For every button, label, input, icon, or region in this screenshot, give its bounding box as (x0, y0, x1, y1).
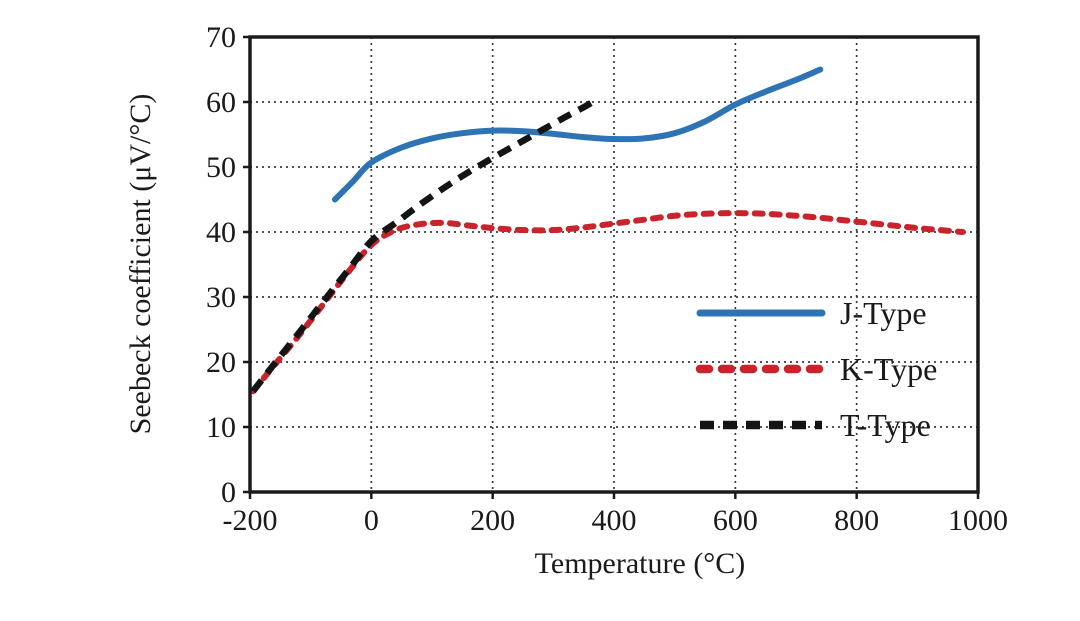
y-tick-label: 20 (206, 346, 236, 379)
x-tick-label: 800 (834, 504, 879, 537)
x-tick-label: 400 (592, 504, 637, 537)
plot-border (248, 35, 980, 494)
legend-label: K-Type (840, 351, 937, 387)
x-tick-label: 1000 (948, 504, 1008, 537)
legend-item-j-type: J-Type (696, 295, 927, 331)
y-tick-label: 0 (221, 476, 236, 509)
x-tick-label: 0 (364, 504, 379, 537)
x-tick-label: 200 (470, 504, 515, 537)
gridlines (250, 37, 978, 492)
legend: J-Type K-Type T-Type (695, 295, 937, 443)
y-axis-title: Seebeck coefficient (μV/°C) (124, 94, 157, 435)
y-tick-label: 10 (206, 411, 236, 444)
y-tick-label: 40 (206, 216, 236, 249)
data-series (250, 66, 966, 395)
series-curve-t-type (250, 99, 595, 394)
x-tick-label: -200 (223, 504, 278, 537)
legend-label: J-Type (840, 295, 927, 331)
x-axis-title: Temperature (°C) (535, 547, 746, 580)
y-tick-label: 70 (206, 21, 236, 54)
x-tick-label: 600 (713, 504, 758, 537)
y-tick-label: 30 (206, 281, 236, 314)
y-tick-label: 50 (206, 151, 236, 184)
series-curve-j-type (331, 66, 824, 203)
y-tick-label: 60 (206, 86, 236, 119)
legend-item-t-type: T-Type (700, 407, 931, 443)
legend-item-k-type: K-Type (695, 351, 937, 387)
legend-label: T-Type (840, 407, 931, 443)
